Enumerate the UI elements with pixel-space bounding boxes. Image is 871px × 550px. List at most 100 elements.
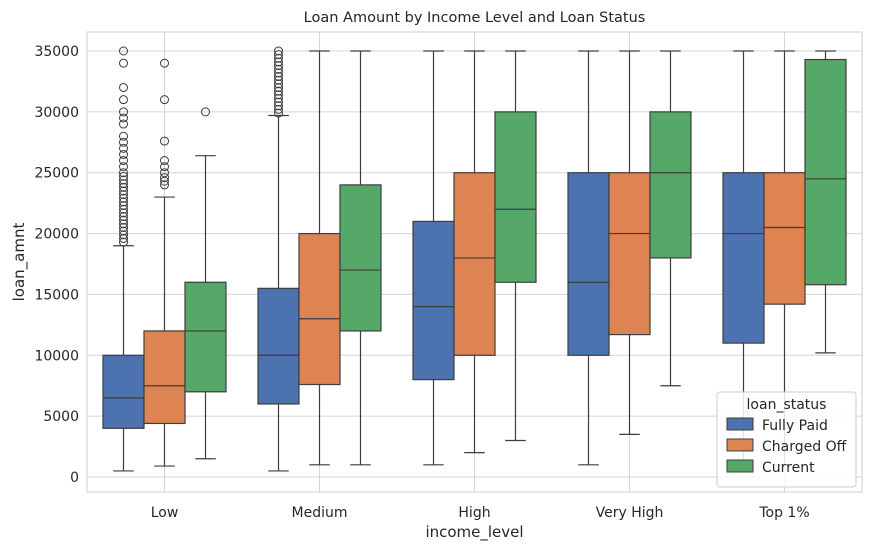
outlier-point [160,173,169,183]
box-charged-off [143,58,186,467]
box-current [649,50,692,387]
outlier-point [119,226,128,236]
legend-swatch [726,459,754,473]
legend: loan_status Fully Paid Charged Off Current [716,391,857,488]
outlier-point [119,197,128,207]
outlier-point [119,58,128,68]
iqr-box [257,287,300,405]
outlier-point [160,156,169,166]
iqr-box [298,232,341,386]
outlier-point [160,95,169,105]
y-tick-label: 30000 [34,105,79,121]
box-current [339,50,382,466]
outlier-point [274,101,283,111]
outlier-point [274,108,283,118]
boxes-layer [102,46,847,472]
y-tick-label: 35000 [34,44,79,60]
x-tick-label: Very High [596,505,664,521]
outlier-point [160,162,169,172]
outlier-point [274,50,283,60]
y-tick-label: 20000 [34,227,79,243]
outlier-point [160,180,169,190]
outlier-point [274,97,283,107]
legend-label: Charged Off [762,439,847,455]
iqr-box [184,281,227,393]
outlier-point [119,237,128,247]
outlier-point [160,176,169,186]
outlier-point [119,208,128,218]
y-tick-label: 0 [70,470,79,486]
outlier-point [274,93,283,103]
x-tick-label: Low [151,505,179,521]
x-axis-ticks: Low Medium High Very High Top 1% [151,505,810,521]
outlier-point [274,104,283,114]
iqr-box [722,172,765,344]
outlier-point [274,64,283,74]
box-fully-paid [412,50,455,466]
outlier-point [119,230,128,240]
chart-title: Loan Amount by Income Level and Loan Sta… [304,10,646,26]
outlier-point [119,219,128,229]
outlier-point [119,204,128,214]
iqr-box [102,354,145,429]
outlier-point [119,190,128,200]
y-tick-label: 15000 [34,287,79,303]
iqr-box [608,172,651,336]
outlier-point [274,79,283,89]
outlier-point [119,46,128,56]
outlier-point [119,193,128,203]
x-tick-label: High [458,505,490,521]
outlier-point [274,46,283,56]
outlier-point [119,175,128,185]
outlier-point [119,233,128,243]
outlier-point [119,162,128,172]
box-current [804,50,847,354]
y-tick-label: 10000 [34,348,79,364]
legend-title: loan_status [747,397,827,413]
outlier-point [119,212,128,222]
outlier-point [119,143,128,153]
iqr-box [649,111,692,259]
box-charged-off [608,50,651,435]
x-axis-label: income_level [425,523,523,542]
outlier-point [274,68,283,78]
outlier-point [119,95,128,105]
box-charged-off [453,50,496,454]
outlier-point [119,131,128,141]
y-axis-label: loan_amnt [10,223,29,302]
outlier-point [119,156,128,166]
outlier-point [274,83,283,93]
iqr-box [763,172,806,305]
iqr-box [143,330,186,425]
y-tick-label: 25000 [34,166,79,182]
iqr-box [804,58,847,286]
outlier-point [160,168,169,178]
iqr-box [453,172,496,356]
outlier-point [274,61,283,71]
outlier-point [119,113,128,123]
outlier-point [119,171,128,181]
legend-swatch [726,417,754,431]
outlier-point [119,201,128,211]
iqr-box [567,172,610,356]
box-charged-off [298,50,341,466]
outlier-point [160,58,169,68]
legend-swatch [726,438,754,452]
outlier-point [119,119,128,129]
outlier-point [119,215,128,225]
outlier-point [160,136,169,146]
outlier-point [119,137,128,147]
outlier-point [119,222,128,232]
outlier-point [119,168,128,178]
outlier-point [274,57,283,67]
box-current [494,50,537,442]
box-charged-off [763,50,806,466]
iqr-box [412,220,455,381]
x-tick-label: Top 1% [758,505,809,521]
outlier-point [119,107,128,117]
outlier-point [274,72,283,82]
legend-label: Fully Paid [762,418,828,434]
box-fully-paid [722,50,765,466]
outlier-point [119,179,128,189]
